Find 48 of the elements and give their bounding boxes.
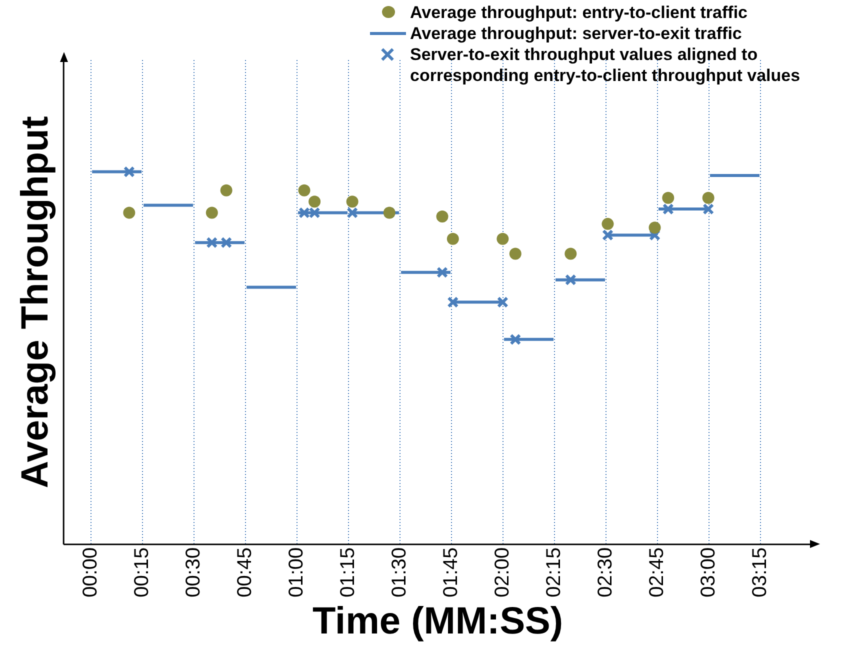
point <box>662 192 674 204</box>
x-tick-label: 03:15 <box>749 547 772 598</box>
point <box>298 184 310 196</box>
point <box>662 203 674 215</box>
point <box>220 236 232 248</box>
x-tick-label: 01:30 <box>388 547 411 598</box>
point <box>602 218 614 230</box>
x-tick-label: 02:00 <box>492 547 514 598</box>
point <box>206 236 218 248</box>
x-tick-label: 00:45 <box>234 547 256 598</box>
x-tick-label: 00:15 <box>131 547 154 598</box>
point <box>436 210 448 222</box>
point <box>220 184 232 196</box>
legend-label: Average throughput: entry-to-client traffic <box>410 2 748 23</box>
point <box>602 229 614 241</box>
point <box>648 222 661 234</box>
x-tick-label: 03:00 <box>698 547 720 598</box>
x-axis-title: Time (MM:SS) <box>312 600 564 643</box>
x-tick-label: 02:30 <box>594 547 617 598</box>
point <box>123 206 136 219</box>
x-tick-label: 01:45 <box>440 547 462 598</box>
point <box>308 207 320 218</box>
point <box>346 196 358 208</box>
point <box>702 192 714 204</box>
point <box>564 248 577 260</box>
point <box>496 232 509 245</box>
x-tick-label: 00:00 <box>80 547 102 598</box>
x-tick-label: 00:30 <box>182 547 205 598</box>
legend-label: Average throughput: server-to-exit traffic <box>410 23 742 44</box>
point <box>446 232 459 245</box>
point <box>509 248 522 260</box>
point <box>123 166 135 178</box>
point <box>298 207 310 218</box>
y-axis-title: Average Throughput <box>14 116 56 488</box>
x-tick-label: 02:45 <box>646 547 668 598</box>
point <box>510 334 522 346</box>
point <box>447 296 459 308</box>
point <box>496 296 508 308</box>
legend-label: Server-to-exit throughput values aligned to corresponding entry-to-client throughput values <box>410 44 802 86</box>
point <box>702 203 714 215</box>
point <box>308 196 321 208</box>
x-tick-label: 01:00 <box>286 547 308 598</box>
point <box>346 207 358 218</box>
x-tick-label: 01:15 <box>337 547 360 598</box>
point <box>436 266 448 278</box>
point <box>206 206 218 219</box>
point <box>564 274 576 286</box>
x-tick-label: 02:15 <box>543 547 566 598</box>
